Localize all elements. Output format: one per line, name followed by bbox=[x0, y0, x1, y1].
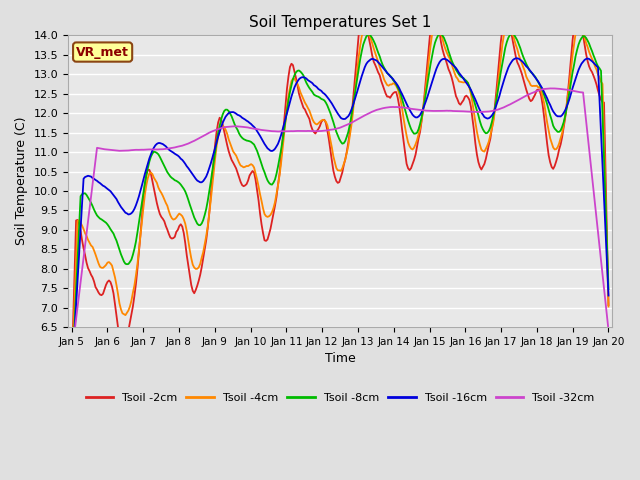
Text: VR_met: VR_met bbox=[76, 46, 129, 59]
Y-axis label: Soil Temperature (C): Soil Temperature (C) bbox=[15, 117, 28, 245]
Legend: Tsoil -2cm, Tsoil -4cm, Tsoil -8cm, Tsoil -16cm, Tsoil -32cm: Tsoil -2cm, Tsoil -4cm, Tsoil -8cm, Tsoi… bbox=[81, 388, 599, 407]
Title: Soil Temperatures Set 1: Soil Temperatures Set 1 bbox=[249, 15, 431, 30]
X-axis label: Time: Time bbox=[324, 352, 355, 365]
